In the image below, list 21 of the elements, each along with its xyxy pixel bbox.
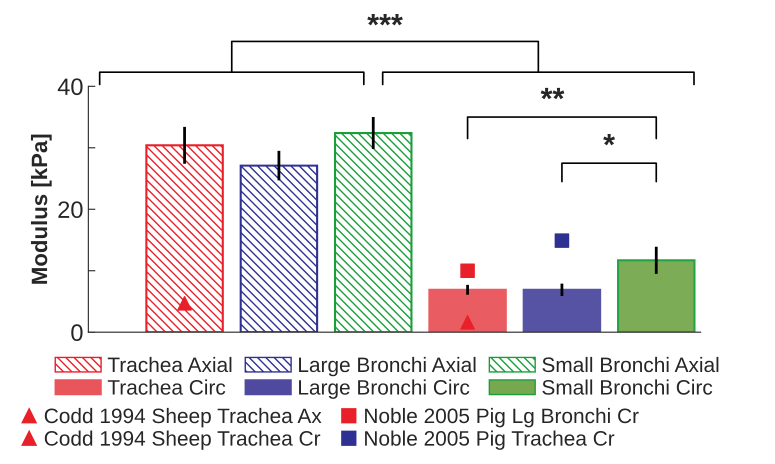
y-tick-label: 0 — [71, 324, 83, 342]
legend-label: Trachea Axial — [108, 356, 232, 372]
point — [460, 263, 475, 278]
annotation: * — [603, 134, 616, 146]
legend-label: Large Bronchi Axial — [299, 356, 476, 376]
legend-label: Small Bronchi Axial — [542, 356, 718, 372]
legend-label: Noble 2005 Pig Lg Bronchi Cr — [365, 408, 639, 428]
text: *** — [367, 14, 403, 26]
legend-label: Noble 2005 Pig Trachea Cr — [365, 430, 614, 450]
annotation: ** — [540, 88, 564, 100]
y-tick-label: 20 — [58, 201, 83, 218]
y-axis-title: Modulus [kPa] — [30, 134, 52, 284]
legend-label: Trachea Circ — [108, 379, 226, 395]
point — [554, 233, 570, 248]
legend-label: Codd 1994 Sheep Trachea Cr — [44, 430, 320, 450]
y-tick-label: 40 — [58, 78, 83, 96]
point — [177, 296, 192, 311]
legend-label: Small Bronchi Circ — [542, 379, 712, 395]
legend-label: Codd 1994 Sheep Trachea Ax — [44, 408, 322, 428]
point — [460, 315, 475, 330]
legend-label: Large Bronchi Circ — [299, 379, 470, 399]
